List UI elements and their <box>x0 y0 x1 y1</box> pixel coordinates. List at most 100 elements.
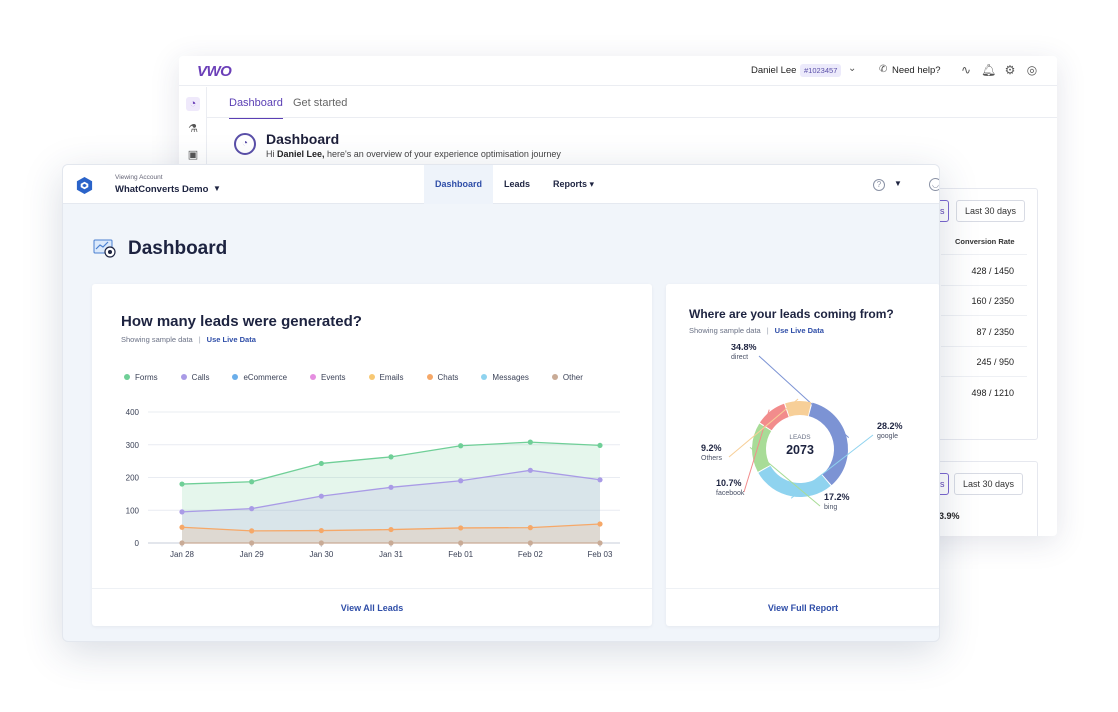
vwo-logo[interactable]: VWO <box>197 63 232 80</box>
legend-label: Messages <box>492 373 529 382</box>
donut-slice-google[interactable] <box>758 465 831 497</box>
x-tick-label: Jan 30 <box>309 550 334 559</box>
data-point[interactable] <box>527 525 533 531</box>
legend-item[interactable]: Other <box>551 373 583 382</box>
data-point[interactable] <box>597 521 603 527</box>
data-point[interactable] <box>527 467 533 473</box>
x-tick-label: Jan 28 <box>170 550 195 559</box>
data-point[interactable] <box>179 481 185 487</box>
need-help-link[interactable]: Need help? <box>892 65 941 76</box>
data-point[interactable] <box>388 454 394 460</box>
leads-card-title: How many leads were generated? <box>121 313 362 330</box>
data-point[interactable] <box>597 540 603 546</box>
greeting-prefix: Hi <box>266 149 277 159</box>
data-point[interactable] <box>249 540 255 546</box>
data-point[interactable] <box>318 527 324 534</box>
legend-item[interactable]: Calls <box>180 373 209 382</box>
page-title: Dashboard <box>128 238 228 259</box>
y-tick-label: 400 <box>126 408 140 417</box>
legend-item[interactable]: Forms <box>124 373 158 382</box>
caret-down-icon[interactable]: ▼ <box>213 184 221 193</box>
nav-reports[interactable]: Reports ▾ <box>553 179 595 189</box>
slice-name-label: google <box>877 433 898 440</box>
greeting-name: Daniel Lee, <box>277 149 325 159</box>
data-point[interactable] <box>597 477 603 483</box>
slice-percent-label: 17.2% <box>824 492 850 502</box>
chevron-down-icon[interactable]: ⌄ <box>848 63 857 74</box>
data-point[interactable] <box>458 525 464 531</box>
y-tick-label: 200 <box>126 474 140 483</box>
caret-down-icon[interactable]: ▼ <box>894 179 902 188</box>
dashboard-chart-icon <box>93 239 116 258</box>
legend-item[interactable]: Events <box>310 373 346 382</box>
data-point[interactable] <box>318 493 324 499</box>
legend-item[interactable]: Messages <box>481 373 529 382</box>
last-30-days-button[interactable]: Last 30 days <box>956 200 1026 222</box>
top-navbar: Viewing Account WhatConverts Demo ▼ Dash… <box>63 165 939 204</box>
flask-icon[interactable]: ⚗ <box>188 123 198 135</box>
vwo-user-name[interactable]: Daniel Lee <box>751 65 797 76</box>
legend-label: eCommerce <box>243 373 288 382</box>
data-point[interactable] <box>458 478 464 484</box>
slice-percent-label: 34.8% <box>731 344 757 352</box>
data-point[interactable] <box>249 506 255 512</box>
data-point[interactable] <box>527 439 533 445</box>
data-point[interactable] <box>249 479 255 485</box>
view-all-leads-link[interactable]: View All Leads <box>92 588 652 626</box>
greeting-suffix: here's an overview of your experience op… <box>324 149 561 159</box>
legend-swatch <box>481 374 488 380</box>
row-divider <box>941 285 1027 286</box>
donut-center-label: LEADS <box>789 434 811 441</box>
row-divider <box>941 254 1027 255</box>
data-point[interactable] <box>527 540 533 546</box>
last-30-days-button[interactable]: Last 30 days <box>954 473 1024 495</box>
conversion-cell: 160 / 2350 <box>971 296 1014 306</box>
data-point[interactable] <box>179 509 185 515</box>
view-full-report-link[interactable]: View Full Report <box>666 588 939 626</box>
bell-icon[interactable]: 🔔︎ <box>981 63 997 77</box>
data-point[interactable] <box>388 484 394 490</box>
data-point[interactable] <box>249 528 255 534</box>
account-switcher[interactable]: WhatConverts Demo <box>115 184 209 195</box>
gear-icon[interactable]: ⚙ <box>1004 63 1016 77</box>
data-point[interactable] <box>458 443 464 449</box>
row-divider <box>941 376 1027 377</box>
activity-icon[interactable]: ∿ <box>960 63 972 77</box>
use-live-data-link[interactable]: Use Live Data <box>206 335 256 344</box>
gauge-icon[interactable]: ◔ <box>186 97 200 111</box>
slice-leader-line <box>758 355 850 439</box>
use-live-data-link[interactable]: Use Live Data <box>774 326 824 335</box>
donut-slice-bing[interactable] <box>752 423 772 472</box>
user-icon[interactable]: ◡ <box>929 178 939 191</box>
donut-center-value: 2073 <box>786 443 814 457</box>
data-point[interactable] <box>318 460 324 467</box>
data-point[interactable] <box>388 540 394 546</box>
page-icon[interactable]: ▣ <box>187 149 199 161</box>
legend-item[interactable]: eCommerce <box>232 373 287 382</box>
data-point[interactable] <box>179 540 185 546</box>
legend-item[interactable]: Chats <box>426 373 458 382</box>
tab-dashboard[interactable]: Dashboard <box>229 97 283 119</box>
slice-leader-line <box>743 409 770 493</box>
donut-slice-others[interactable] <box>785 401 812 417</box>
series-area-calls <box>182 470 600 543</box>
donut-slice-facebook[interactable] <box>759 403 789 431</box>
whatconverts-logo[interactable] <box>75 176 94 195</box>
greeting: Hi Daniel Lee, here's an overview of you… <box>266 149 561 159</box>
data-point[interactable] <box>179 524 185 530</box>
data-point[interactable] <box>458 540 464 546</box>
help-icon[interactable]: ? <box>873 179 885 191</box>
vwo-topbar: VWO Daniel Lee #1023457 ⌄ ✆ Need help? ∿… <box>179 56 1057 86</box>
nav-leads[interactable]: Leads <box>504 179 531 189</box>
tab-get-started[interactable]: Get started <box>293 97 348 109</box>
legend-item[interactable]: Emails <box>368 373 404 382</box>
legend-swatch <box>124 374 130 380</box>
data-point[interactable] <box>318 540 324 546</box>
slice-leader-line <box>749 447 821 507</box>
user-icon[interactable]: ◎ <box>1026 63 1038 77</box>
sample-data-text: Showing sample data <box>689 326 761 335</box>
data-point[interactable] <box>388 526 394 533</box>
donut-slice-direct[interactable] <box>808 402 848 486</box>
nav-dashboard[interactable]: Dashboard <box>424 165 494 204</box>
data-point[interactable] <box>597 442 603 449</box>
